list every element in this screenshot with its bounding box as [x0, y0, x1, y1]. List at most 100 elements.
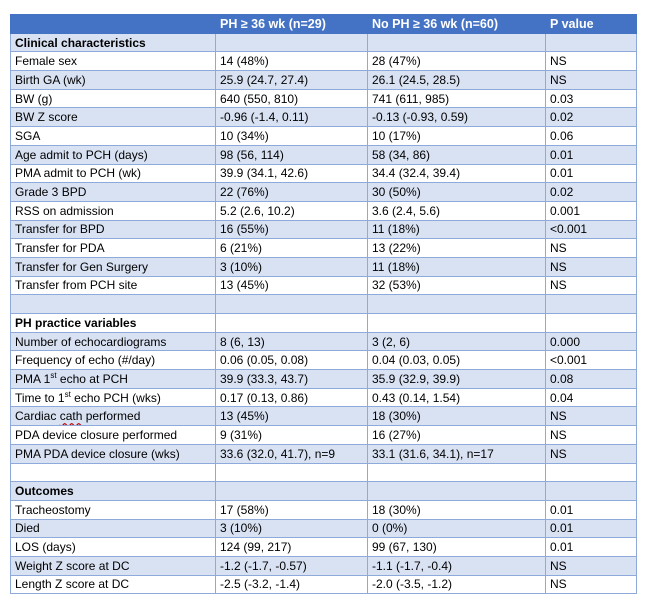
header-no-ph: No PH ≥ 36 wk (n=60) — [367, 14, 546, 34]
ph-value: 9 (31%) — [215, 425, 368, 445]
table-row: Age admit to PCH (days) 98 (56, 114) 58 (3… — [10, 144, 637, 165]
row-label: PMA 1st echo at PCH — [10, 369, 216, 389]
p-value: 0.000 — [545, 331, 637, 352]
section-title: PH practice variables — [10, 313, 216, 333]
no-ph-value: 16 (27%) — [367, 425, 546, 445]
table-row: Birth GA (wk) 25.9 (24.7, 27.4) 26.1 (24.5… — [10, 70, 637, 90]
no-ph-value: 33.1 (31.6, 34.1), n=17 — [367, 443, 546, 464]
p-value: 0.01 — [545, 537, 637, 557]
label-superscript: st — [64, 389, 71, 399]
ph-value: 14 (48%) — [215, 51, 368, 72]
section-header-row: PH practice variables — [10, 313, 637, 333]
p-value: 0.03 — [545, 88, 637, 109]
ph-value: 13 (45%) — [215, 406, 368, 427]
header-variable — [10, 14, 216, 34]
ph-value: 10 (34%) — [215, 126, 368, 146]
p-value: NS — [545, 51, 637, 72]
row-label: Frequency of echo (#/day) — [10, 350, 216, 371]
row-label: Died — [10, 518, 216, 539]
results-table-body: PH ≥ 36 wk (n=29) No PH ≥ 36 wk (n=60) P… — [10, 14, 637, 595]
p-value: <0.001 — [545, 350, 637, 371]
table-row: Length Z score at DC -2.5 (-3.2, -1.4) -2.… — [10, 574, 637, 595]
p-value: 0.01 — [545, 499, 637, 520]
no-ph-value: 0 (0%) — [367, 518, 546, 539]
ph-value: 8 (6, 13) — [215, 331, 368, 352]
row-label: Transfer for PDA — [10, 238, 216, 258]
p-value: 0.01 — [545, 163, 637, 184]
table-row: Female sex 14 (48%) 28 (47%) NS — [10, 51, 637, 72]
header-row: PH ≥ 36 wk (n=29) No PH ≥ 36 wk (n=60) P… — [10, 14, 637, 34]
ph-value: 39.9 (34.1, 42.6) — [215, 163, 368, 184]
p-value: NS — [545, 70, 637, 90]
spellcheck-underlined-text: cath — [59, 409, 83, 424]
row-label: Age admit to PCH (days) — [10, 144, 216, 165]
no-ph-value: 58 (34, 86) — [367, 144, 546, 165]
no-ph-value: -0.13 (-0.93, 0.59) — [367, 107, 546, 128]
table-row: Weight Z score at DC -1.2 (-1.7, -0.57) -1… — [10, 555, 637, 576]
ph-value: 33.6 (32.0, 41.7), n=9 — [215, 443, 368, 464]
row-label: SGA — [10, 126, 216, 146]
p-value: 0.02 — [545, 182, 637, 202]
p-value: NS — [545, 425, 637, 445]
p-value: 0.01 — [545, 518, 637, 539]
section-empty-cell — [367, 313, 546, 333]
table-row: PMA admit to PCH (wk) 39.9 (34.1, 42.6) 34… — [10, 163, 637, 184]
p-value: 0.08 — [545, 369, 637, 389]
table-row: Time to 1st echo PCH (wks) 0.17 (0.13, 0.… — [10, 387, 637, 408]
no-ph-value: -2.0 (-3.5, -1.2) — [367, 574, 546, 595]
row-label: Grade 3 BPD — [10, 182, 216, 202]
no-ph-value: 34.4 (32.4, 39.4) — [367, 163, 546, 184]
table-row: Transfer from PCH site 13 (45%) 32 (53%) NS — [10, 275, 637, 296]
no-ph-value: 741 (611, 985) — [367, 88, 546, 109]
no-ph-value: 3.6 (2.4, 5.6) — [367, 200, 546, 221]
table-row: BW Z score -0.96 (-1.4, 0.11) -0.13 (-0.93… — [10, 107, 637, 128]
row-label: Length Z score at DC — [10, 574, 216, 595]
ph-value: 3 (10%) — [215, 256, 368, 277]
table-row: Grade 3 BPD 22 (76%) 30 (50%) 0.02 — [10, 182, 637, 202]
spacer-cell — [10, 294, 216, 314]
section-empty-cell — [367, 32, 546, 53]
table-row: LOS (days) 124 (99, 217) 99 (67, 130) 0.01 — [10, 537, 637, 557]
p-value: NS — [545, 406, 637, 427]
row-label: PMA PDA device closure (wks) — [10, 443, 216, 464]
spacer-cell — [545, 462, 637, 483]
ph-value: 0.17 (0.13, 0.86) — [215, 387, 368, 408]
label-text: echo at PCH — [56, 371, 128, 386]
section-empty-cell — [545, 313, 637, 333]
ph-value: 0.06 (0.05, 0.08) — [215, 350, 368, 371]
no-ph-value: 10 (17%) — [367, 126, 546, 146]
p-value: 0.02 — [545, 107, 637, 128]
no-ph-value: 0.04 (0.03, 0.05) — [367, 350, 546, 371]
p-value: NS — [545, 256, 637, 277]
p-value: 0.01 — [545, 144, 637, 165]
no-ph-value: 35.9 (32.9, 39.9) — [367, 369, 546, 389]
label-text: Cardiac — [15, 409, 60, 424]
label-text: to PCH (days) — [69, 147, 148, 162]
table-row: Transfer for BPD 16 (55%) 11 (18%) <0.001 — [10, 219, 637, 240]
section-empty-cell — [215, 313, 368, 333]
header-ph: PH ≥ 36 wk (n=29) — [215, 14, 368, 34]
header-p-value: P value — [545, 14, 637, 34]
row-label: Transfer for Gen Surgery — [10, 256, 216, 277]
spacer-cell — [367, 294, 546, 314]
row-label: Cardiac cath performed — [10, 406, 216, 427]
no-ph-value: 26.1 (24.5, 28.5) — [367, 70, 546, 90]
table-row: SGA 10 (34%) 10 (17%) 0.06 — [10, 126, 637, 146]
ph-value: 640 (550, 810) — [215, 88, 368, 109]
ph-value: 16 (55%) — [215, 219, 368, 240]
section-empty-cell — [545, 32, 637, 53]
ph-value: 25.9 (24.7, 27.4) — [215, 70, 368, 90]
section-header-row: Outcomes — [10, 481, 637, 501]
label-superscript: st — [50, 370, 57, 380]
ph-value: 39.9 (33.3, 43.7) — [215, 369, 368, 389]
no-ph-value: -1.1 (-1.7, -0.4) — [367, 555, 546, 576]
table-row: Cardiac cath performed 13 (45%) 18 (30%) NS — [10, 406, 637, 427]
no-ph-value: 13 (22%) — [367, 238, 546, 258]
no-ph-value: 3 (2, 6) — [367, 331, 546, 352]
row-label: RSS on admission — [10, 200, 216, 221]
table-row: Tracheostomy 17 (58%) 18 (30%) 0.01 — [10, 499, 637, 520]
spacer-cell — [215, 294, 368, 314]
p-value: NS — [545, 574, 637, 595]
no-ph-value: 32 (53%) — [367, 275, 546, 296]
row-label: Time to 1st echo PCH (wks) — [10, 387, 216, 408]
